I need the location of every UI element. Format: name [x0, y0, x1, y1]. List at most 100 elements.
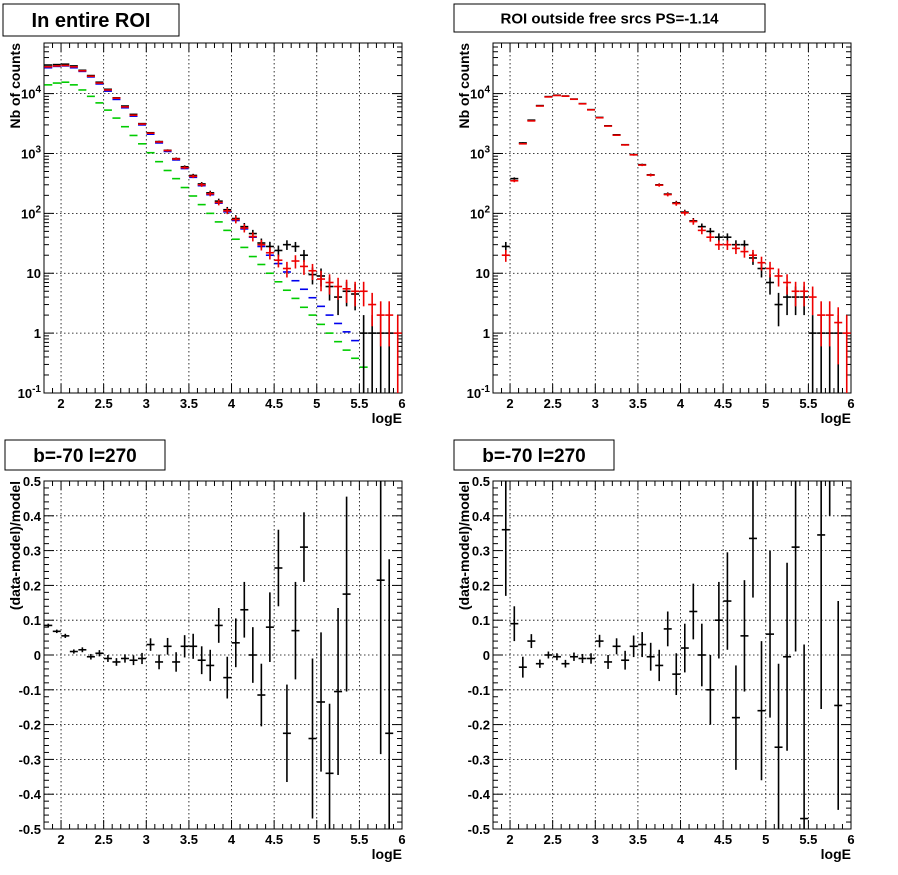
data-point	[223, 656, 232, 699]
data-point	[817, 481, 826, 709]
data-point	[544, 651, 553, 659]
data-point	[129, 655, 138, 666]
data-point	[800, 644, 809, 829]
data-point	[86, 75, 95, 78]
data-point	[291, 255, 300, 269]
x-axis-label: logE	[372, 410, 402, 426]
data-point	[359, 315, 368, 393]
data-point	[638, 632, 647, 658]
data-point	[774, 292, 783, 327]
title-box	[2, 3, 180, 37]
data-point	[714, 233, 723, 242]
data-point	[731, 665, 740, 770]
data-point	[274, 254, 283, 268]
data-point	[646, 642, 655, 671]
data-point	[180, 166, 189, 170]
x-axis-label: logE	[372, 846, 402, 862]
x-tick-label: 3	[143, 396, 150, 411]
x-tick-label: 5.5	[799, 832, 817, 847]
data-point	[172, 652, 181, 672]
data-point	[672, 201, 681, 206]
data-point	[612, 134, 621, 136]
title-box	[453, 439, 615, 471]
x-tick-label: 3	[592, 832, 599, 847]
chart-title: ROI outside free srcs PS=-1.14	[500, 10, 719, 27]
data-point	[791, 281, 800, 307]
x-tick-label: 3.5	[629, 832, 647, 847]
data-point	[706, 655, 715, 725]
y-axis-label: Nb of counts	[456, 43, 472, 129]
y-tick-label: -0.2	[468, 718, 490, 733]
x-tick-label: 4.5	[714, 396, 732, 411]
data-point	[501, 481, 510, 596]
data-point	[535, 105, 544, 107]
data-point	[578, 103, 587, 105]
series-0	[44, 81, 368, 368]
data-point	[325, 703, 334, 829]
data-point	[155, 654, 164, 670]
x-tick-label: 4.5	[265, 396, 283, 411]
y-tick-label: 10-1	[18, 384, 42, 401]
data-point	[334, 608, 343, 776]
data-point	[604, 125, 613, 127]
data-point	[138, 652, 147, 665]
x-tick-label: 6	[847, 396, 854, 411]
y-tick-label: 104	[21, 85, 41, 102]
x-tick-label: 6	[398, 832, 405, 847]
data-point	[368, 315, 377, 393]
data-point	[723, 233, 732, 242]
x-axis-label: logE	[821, 410, 851, 426]
y-tick-label: 0.2	[472, 578, 490, 593]
data-point	[766, 274, 775, 295]
chart-title: b=-70 l=270	[33, 446, 137, 467]
x-tick-label: 6	[847, 832, 854, 847]
y-axis-label: Nb of counts	[7, 43, 23, 129]
y-tick-label: 103	[470, 144, 490, 161]
data-point	[146, 132, 155, 135]
y-tick-label: 10	[27, 266, 41, 281]
data-point	[282, 240, 291, 250]
data-point	[317, 270, 326, 292]
data-point	[103, 89, 112, 91]
data-point	[78, 647, 87, 653]
y-tick-label: 0.5	[23, 474, 41, 489]
x-tick-label: 4	[677, 396, 685, 411]
data-point	[282, 261, 291, 278]
data-point	[569, 652, 578, 661]
data-point	[834, 307, 843, 365]
data-point	[689, 583, 698, 640]
data-point	[544, 96, 553, 98]
y-tick-label: 1	[483, 326, 490, 341]
data-point	[791, 481, 800, 652]
series-1	[501, 94, 851, 393]
data-point	[172, 157, 181, 161]
data-point	[231, 618, 240, 668]
data-point	[299, 249, 308, 262]
data-point	[240, 581, 249, 638]
data-point	[214, 608, 223, 643]
x-tick-label: 2.5	[544, 832, 562, 847]
title-box	[4, 439, 166, 471]
data-point	[282, 684, 291, 783]
data-point	[587, 653, 596, 664]
panel-counts-outside-free-srcs: 2 2.5 3 3.5 4 4.5 5 5.5 6 10-1 1 10 102 103 104 logE Nb …	[453, 3, 855, 426]
x-tick-label: 2.5	[544, 396, 562, 411]
data-point	[299, 260, 308, 275]
data-point	[629, 153, 638, 156]
data-point	[774, 663, 783, 829]
data-point	[393, 315, 402, 393]
data-point	[103, 655, 112, 662]
data-point	[748, 481, 757, 598]
x-tick-label: 3	[592, 396, 599, 411]
data-point	[206, 191, 215, 197]
data-point	[518, 143, 527, 145]
data-point	[748, 249, 757, 262]
data-point	[163, 149, 172, 152]
data-point	[291, 581, 300, 680]
data-point	[621, 650, 630, 670]
data-point	[197, 182, 206, 187]
data-point	[672, 653, 681, 696]
x-tick-label: 5	[313, 396, 320, 411]
data-point	[308, 263, 317, 281]
data-point	[376, 301, 385, 347]
